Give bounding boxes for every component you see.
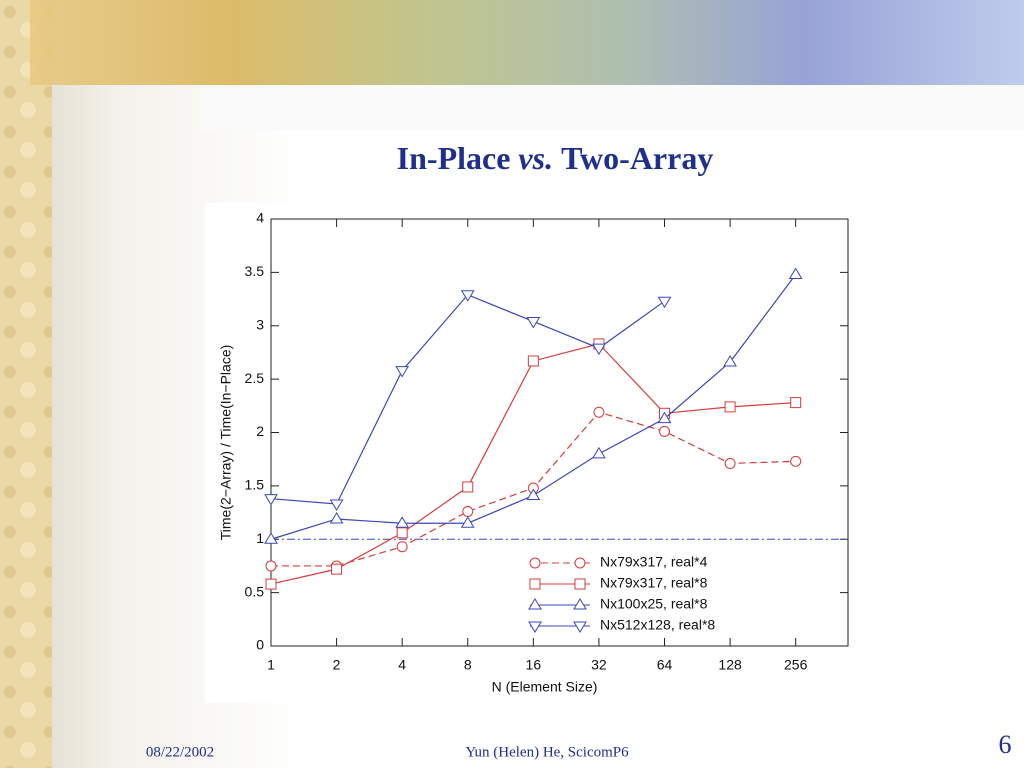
marker	[790, 455, 802, 467]
x-tick-label: 64	[657, 657, 673, 673]
banner	[30, 0, 1024, 85]
marker	[265, 578, 277, 590]
x-tick-label: 4	[398, 657, 406, 673]
marker	[395, 366, 410, 378]
x-tick-label: 1	[267, 657, 275, 673]
legend-marker	[528, 598, 542, 610]
marker	[659, 425, 671, 437]
marker	[460, 516, 475, 528]
marker	[462, 481, 474, 493]
x-tick-label: 8	[464, 657, 472, 673]
y-tick-label: 0	[256, 637, 264, 653]
x-tick-label: 256	[784, 657, 808, 673]
banner-shadow	[200, 85, 1024, 130]
marker	[460, 290, 475, 302]
footer-date: 08/22/2002	[146, 744, 214, 760]
title-part: Two-Array	[561, 140, 713, 176]
legend-marker	[574, 557, 586, 569]
marker	[724, 457, 736, 469]
marker	[724, 401, 736, 413]
legend-label: Nx100x25, real*8	[600, 596, 708, 612]
page-number: 6	[999, 730, 1012, 759]
y-tick-label: 2	[256, 423, 264, 439]
marker	[593, 406, 605, 418]
marker	[526, 488, 541, 500]
side-strip	[0, 0, 52, 768]
legend-label: Nx512x128, real*8	[600, 617, 715, 633]
marker	[329, 511, 344, 524]
legend-marker	[529, 578, 541, 590]
title-part: vs.	[518, 140, 553, 176]
marker	[264, 494, 278, 506]
x-tick-label: 128	[718, 657, 742, 673]
marker	[526, 316, 541, 329]
chart-area	[205, 203, 855, 703]
marker	[790, 397, 802, 409]
y-tick-label: 2.5	[245, 370, 265, 386]
marker	[331, 563, 343, 575]
y-tick-label: 3	[256, 316, 264, 332]
legend-marker	[528, 621, 542, 633]
plot: 0 0.5 1 1.5 2 2.5 3 3.5 4 1 2 4 8 16 32 64 128 256 N (Elem…	[218, 210, 849, 695]
marker	[396, 527, 408, 539]
slide-title: In-Place vs. Two-Array	[397, 140, 714, 176]
legend-marker	[574, 578, 586, 590]
x-tick-label: 2	[333, 657, 341, 673]
x-axis-label: N (Element Size)	[492, 679, 598, 695]
marker	[527, 355, 539, 367]
marker	[723, 355, 737, 367]
marker	[657, 296, 672, 309]
footer-author: Yun (Helen) He, ScicomP6	[465, 744, 629, 760]
legend-marker	[573, 598, 587, 610]
marker	[788, 267, 803, 280]
y-tick-label: 1	[256, 530, 264, 546]
marker	[592, 343, 606, 356]
legend-marker	[573, 621, 587, 633]
legend-label: Nx79x317, real*8	[600, 575, 708, 591]
legend-label: Nx79x317, real*4	[600, 554, 708, 570]
marker	[592, 446, 606, 459]
x-tick-label: 32	[591, 657, 607, 673]
marker	[462, 505, 474, 517]
marker	[265, 560, 277, 572]
legend-marker	[529, 557, 541, 569]
y-tick-label: 0.5	[245, 583, 265, 599]
y-tick-label: 1.5	[245, 477, 265, 493]
y-tick-label: 4	[256, 210, 264, 226]
y-axis-label: Time(2−Array) / Time(In−Place)	[218, 345, 234, 541]
title-part: In-Place	[397, 140, 511, 176]
y-tick-label: 3.5	[245, 263, 265, 279]
marker	[396, 541, 408, 553]
marker	[395, 516, 410, 528]
x-tick-label: 16	[526, 657, 542, 673]
marker	[329, 499, 344, 511]
marker	[264, 532, 278, 544]
marker	[657, 411, 672, 424]
